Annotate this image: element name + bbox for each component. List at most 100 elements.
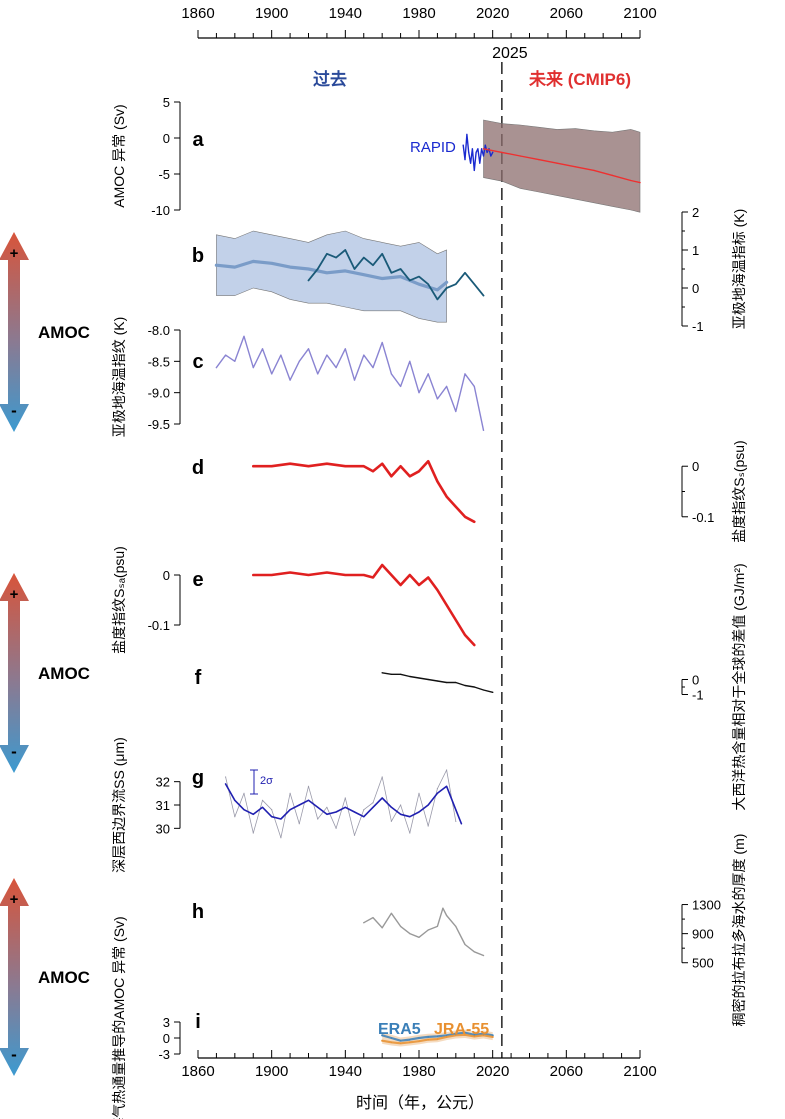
panel-h-y-label: 稠密的拉布拉多海水的厚度 (m) bbox=[731, 834, 747, 1027]
panel-i-point bbox=[492, 1036, 494, 1038]
panel-d-point bbox=[363, 465, 365, 467]
panel-g-point bbox=[289, 792, 291, 794]
panel-a-point bbox=[490, 155, 492, 157]
panel-g-point bbox=[317, 818, 319, 820]
bottom-x-tick-label: 2020 bbox=[476, 1063, 509, 1080]
panel-f-point bbox=[436, 680, 438, 682]
panel-c-point bbox=[298, 360, 300, 362]
panel-d-point bbox=[409, 475, 411, 477]
panel-c-y-tick-label: -8.0 bbox=[148, 323, 170, 338]
panel-c-point bbox=[215, 367, 217, 369]
panel-c-point bbox=[464, 373, 466, 375]
arrow-amoc-label: AMOC bbox=[38, 968, 90, 987]
panel-g-point bbox=[460, 823, 462, 825]
panel-c-point bbox=[473, 385, 475, 387]
panel-e-point bbox=[464, 634, 466, 636]
panel-g-point bbox=[335, 811, 337, 813]
panel-g-point bbox=[372, 802, 374, 804]
bottom-x-tick-label: 1900 bbox=[255, 1063, 288, 1080]
panel-e: 0 -0.1 e 盐度指纹Sₛₐ(psu) bbox=[111, 546, 476, 654]
panel-b-point bbox=[317, 268, 319, 270]
panel-g: 32 31 30 g 深层西边界流SS (μm) 2σ bbox=[111, 737, 463, 873]
panel-a-y-label: AMOC 异常 (Sv) bbox=[111, 104, 127, 207]
panel-b-point bbox=[363, 274, 365, 276]
panel-b-point bbox=[372, 264, 374, 266]
amoc-arrow-1: + - AMOC bbox=[0, 232, 90, 432]
divider-2025-label: 2025 bbox=[492, 45, 528, 62]
panel-h: 1300 900 500 h 稠密的拉布拉多海水的厚度 (m) bbox=[192, 834, 747, 1027]
panel-d-point bbox=[464, 516, 466, 518]
panel-b-point bbox=[234, 266, 236, 268]
top-x-tick-label: 1900 bbox=[255, 5, 288, 22]
panel-g-y-tick-label: 32 bbox=[156, 775, 170, 790]
panel-a-letter: a bbox=[192, 129, 204, 151]
panel-d-point bbox=[252, 465, 254, 467]
panel-b-point bbox=[271, 262, 273, 264]
panel-c-point bbox=[418, 392, 420, 394]
panel-b-point bbox=[335, 257, 337, 259]
bottom-x-tick-label: 1940 bbox=[329, 1063, 362, 1080]
panel-f-point bbox=[400, 673, 402, 675]
panel-i-point bbox=[455, 1034, 457, 1036]
panel-h-point bbox=[427, 929, 429, 931]
amoc-arrow-shape bbox=[0, 878, 29, 1076]
panel-h-letter: h bbox=[192, 901, 204, 923]
panel-b-point bbox=[363, 257, 365, 259]
panel-g-point bbox=[455, 809, 457, 811]
panel-i-point bbox=[482, 1034, 485, 1036]
panel-i-point bbox=[492, 1034, 494, 1036]
panel-e-point bbox=[446, 604, 448, 606]
panel-c-point bbox=[436, 398, 438, 400]
panel-b-point bbox=[446, 281, 448, 283]
panel-i-y-tick-label: -3 bbox=[158, 1047, 170, 1062]
panel-h-point bbox=[482, 954, 485, 957]
panel-i-point bbox=[436, 1035, 438, 1037]
panel-b-y-tick-label: -1 bbox=[692, 319, 704, 334]
panel-c-letter: c bbox=[192, 351, 203, 373]
x-axis-title: 时间（年，公元） bbox=[356, 1094, 484, 1112]
panel-i: 30-3 i 基于海气热通量推导的AMOC 异常 (Sv) ERA5 JRA-55 bbox=[111, 916, 494, 1119]
panel-b-point bbox=[307, 268, 310, 270]
panel-a-point bbox=[473, 169, 475, 171]
panel-f-series-1 bbox=[381, 672, 494, 693]
panel-b-point bbox=[455, 283, 457, 285]
panel-i-y-tick-label: 3 bbox=[163, 1015, 170, 1030]
panel-g-point bbox=[289, 809, 291, 811]
panel-b-point bbox=[473, 283, 475, 285]
panel-f-point bbox=[473, 686, 475, 688]
panel-e-point bbox=[409, 574, 411, 576]
panel-e-point bbox=[372, 576, 374, 579]
panel-b-point bbox=[400, 268, 402, 270]
panel-e-point bbox=[473, 644, 475, 646]
panel-b-point bbox=[344, 270, 346, 272]
panel-g-point bbox=[243, 809, 245, 811]
panel-c-point bbox=[427, 373, 429, 375]
panel-d-point bbox=[390, 475, 392, 477]
panel-c-point bbox=[225, 354, 227, 356]
panel-i-point bbox=[390, 1041, 392, 1043]
panel-i-point bbox=[473, 1034, 475, 1036]
panel-g-point bbox=[298, 823, 300, 825]
panel-e-point bbox=[363, 574, 365, 576]
panel-g-point bbox=[427, 804, 429, 806]
panel-d-point bbox=[455, 506, 457, 508]
panel-c-point bbox=[344, 348, 346, 350]
panel-d-letter: d bbox=[192, 457, 204, 479]
panel-g-y-tick-label: 30 bbox=[156, 821, 170, 836]
panel-d-y-tick-label: 0 bbox=[692, 459, 699, 474]
arrow-amoc-label: AMOC bbox=[38, 323, 90, 342]
panel-g-point bbox=[344, 797, 346, 799]
panel-c-point bbox=[335, 367, 337, 369]
panel-a-y-tick-label: -10 bbox=[151, 203, 170, 218]
panel-g-point bbox=[344, 806, 346, 808]
panel-i-point bbox=[464, 1032, 466, 1034]
panel-c-y-tick-label: -9.0 bbox=[148, 386, 170, 401]
panel-g-point bbox=[400, 813, 402, 815]
panel-a-point bbox=[611, 174, 614, 176]
panel-a-point bbox=[471, 148, 473, 150]
panel-g-point bbox=[363, 809, 365, 811]
panel-i-point bbox=[427, 1036, 429, 1038]
panel-h-point bbox=[473, 951, 475, 953]
panel-f-point bbox=[455, 681, 457, 684]
panel-b-point bbox=[326, 272, 328, 274]
